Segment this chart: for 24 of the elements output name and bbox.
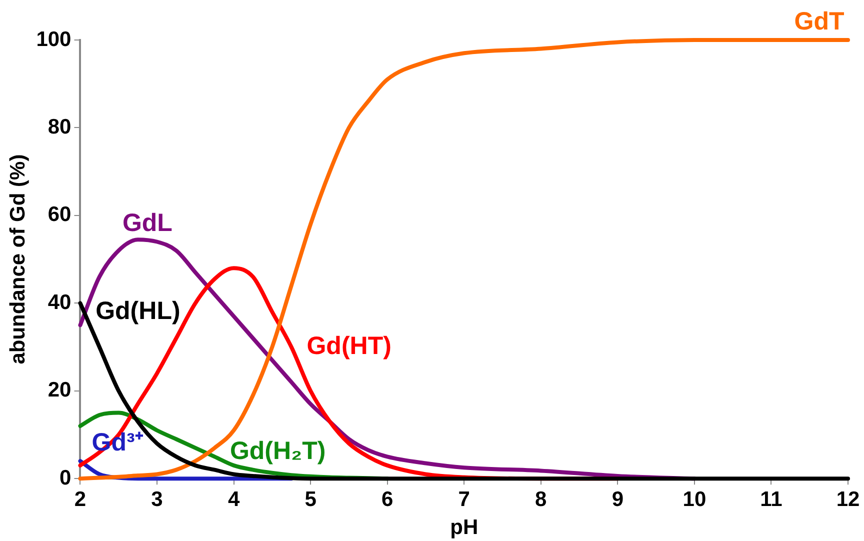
y-tick-label: 80 <box>48 116 72 139</box>
series-label: Gd(HT) <box>306 332 392 360</box>
x-tick-label: 12 <box>836 488 860 511</box>
series-label: Gd(H₂T) <box>230 437 326 466</box>
x-tick-label: 9 <box>612 488 624 511</box>
y-tick-label: 40 <box>48 290 72 314</box>
y-tick-label: 0 <box>60 466 72 490</box>
x-tick-label: 5 <box>304 488 317 511</box>
x-axis-title: pH <box>450 516 478 540</box>
x-tick-label: 7 <box>458 488 470 511</box>
x-tick-label: 11 <box>760 488 783 511</box>
x-tick-label: 8 <box>535 488 548 511</box>
series-label: Gd(HL) <box>96 296 180 325</box>
y-axis-title: abundance of Gd (%) <box>6 154 30 364</box>
series-label: GdT <box>794 7 844 36</box>
x-tick-label: 6 <box>382 488 394 511</box>
series-label: GdL <box>122 209 172 238</box>
y-tick-label: 60 <box>48 203 72 226</box>
y-tick-label: 100 <box>36 28 72 51</box>
x-tick-label: 10 <box>682 488 706 511</box>
y-tick-label: 20 <box>48 378 72 402</box>
x-tick-label: 4 <box>228 488 240 511</box>
x-tick-label: 2 <box>74 488 86 511</box>
x-tick-label: 3 <box>151 488 163 511</box>
